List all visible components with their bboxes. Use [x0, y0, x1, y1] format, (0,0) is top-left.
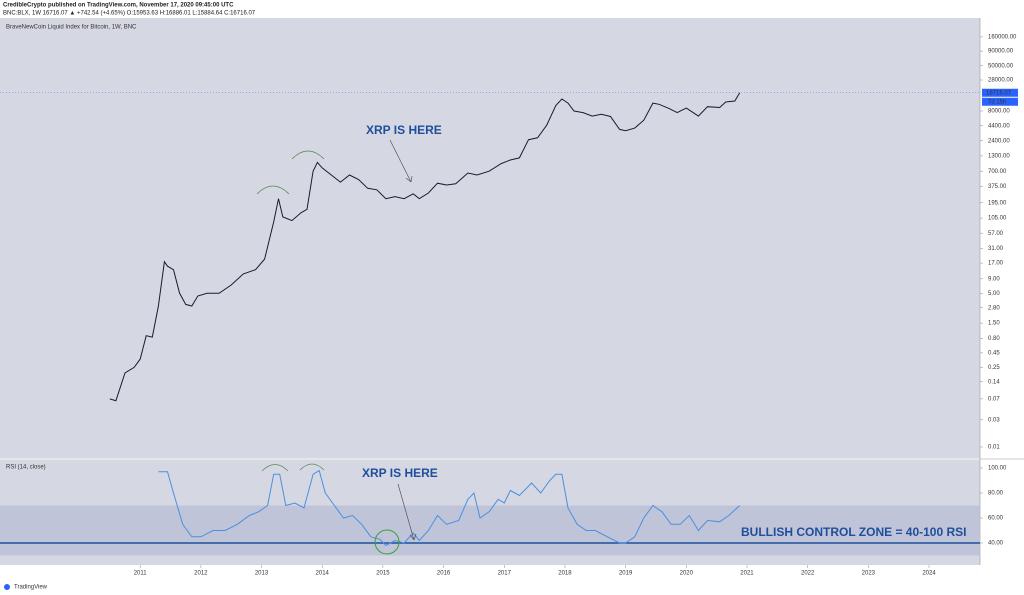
highlight-circle — [374, 529, 400, 555]
y-tick-label: 50000.00 — [988, 63, 1014, 69]
price-panel — [0, 18, 980, 458]
series-line — [109, 92, 741, 402]
x-tick-label: 2013 — [255, 571, 269, 577]
x-tick-label: 2011 — [134, 571, 148, 577]
x-tick-label: 2018 — [558, 571, 572, 577]
y-tick-label: 17.00 — [988, 261, 1004, 267]
y-tick-label: 195.00 — [988, 200, 1007, 206]
x-tick-label: 2024 — [922, 571, 936, 577]
y-tick-label: 0.45 — [988, 350, 1000, 356]
x-tick-label: 2021 — [740, 571, 754, 577]
y-tick-label: 2.80 — [988, 305, 1000, 311]
x-tick-label: 2014 — [316, 571, 330, 577]
countdown-box — [982, 97, 1018, 106]
x-tick-label: 2017 — [498, 571, 512, 577]
y-tick-label: 0.03 — [988, 417, 1000, 423]
y-tick-label: 0.25 — [988, 365, 1000, 371]
chart-title: BraveNewCoin Liquid Index for Bitcoin, 1… — [6, 25, 137, 31]
y-tick-label: 5.00 — [988, 291, 1000, 297]
y-tick-label: 40.00 — [988, 541, 1004, 547]
x-tick-label: 2012 — [194, 571, 208, 577]
arrow — [389, 139, 413, 183]
footer-brand: TradingView — [14, 585, 48, 591]
y-tick-label: 0.80 — [988, 336, 1000, 342]
publisher: CredibleCrypto published on TradingView.… — [3, 3, 234, 9]
y-tick-label: 700.00 — [988, 169, 1007, 175]
annotation: XRP IS HERE — [366, 123, 442, 137]
annotation: XRP IS HERE — [362, 466, 438, 480]
y-tick-label: 57.00 — [988, 231, 1004, 237]
rsi-band — [0, 505, 980, 556]
last-price-box — [982, 88, 1018, 97]
y-tick-label: 31.00 — [988, 246, 1004, 252]
y-tick-label: 0.14 — [988, 379, 1000, 385]
y-tick-label: 1300.00 — [988, 153, 1010, 159]
y-tick-label: 0.01 — [988, 445, 1000, 451]
zone-label: BULLISH CONTROL ZONE = 40-100 RSI — [741, 525, 967, 539]
y-tick-label: 160000.00 — [988, 34, 1017, 40]
y-tick-label: 9.00 — [988, 276, 1000, 282]
y-tick-label: 8000.00 — [988, 109, 1010, 115]
logo — [4, 584, 10, 590]
arc — [299, 463, 325, 471]
arc — [256, 185, 290, 195]
x-tick-label: 2016 — [437, 571, 451, 577]
arrow — [397, 483, 417, 541]
x-tick-label: 2020 — [680, 571, 694, 577]
y-tick-label: 0.07 — [988, 396, 1000, 402]
y-tick-label: 60.00 — [988, 516, 1004, 522]
x-tick-label: 2019 — [619, 571, 633, 577]
series-line — [158, 469, 741, 547]
x-tick-label: 2015 — [376, 571, 390, 577]
y-tick-label: 375.00 — [988, 184, 1007, 190]
x-tick-label: 2023 — [862, 571, 876, 577]
rsi-title: RSI (14, close) — [6, 465, 46, 471]
y-tick-label: 2400.00 — [988, 138, 1010, 144]
y-tick-label: 90000.00 — [988, 49, 1014, 55]
y-tick-label: 105.00 — [988, 216, 1007, 222]
last-price-label: 16716.07 — [986, 90, 1012, 96]
arc — [291, 150, 325, 160]
y-tick-label: 1.50 — [988, 321, 1000, 327]
y-tick-label: 100.00 — [988, 466, 1007, 472]
x-tick-label: 2022 — [801, 571, 815, 577]
countdown-label: 7d 15h — [988, 99, 1006, 105]
y-tick-label: 28000.00 — [988, 78, 1014, 84]
symbol-info: BNC:BLX, 1W 16716.07 ▲ +742.54 (+4.65%) … — [3, 11, 256, 17]
y-tick-label: 4400.00 — [988, 123, 1010, 129]
arc — [261, 464, 289, 472]
y-tick-label: 80.00 — [988, 491, 1004, 497]
